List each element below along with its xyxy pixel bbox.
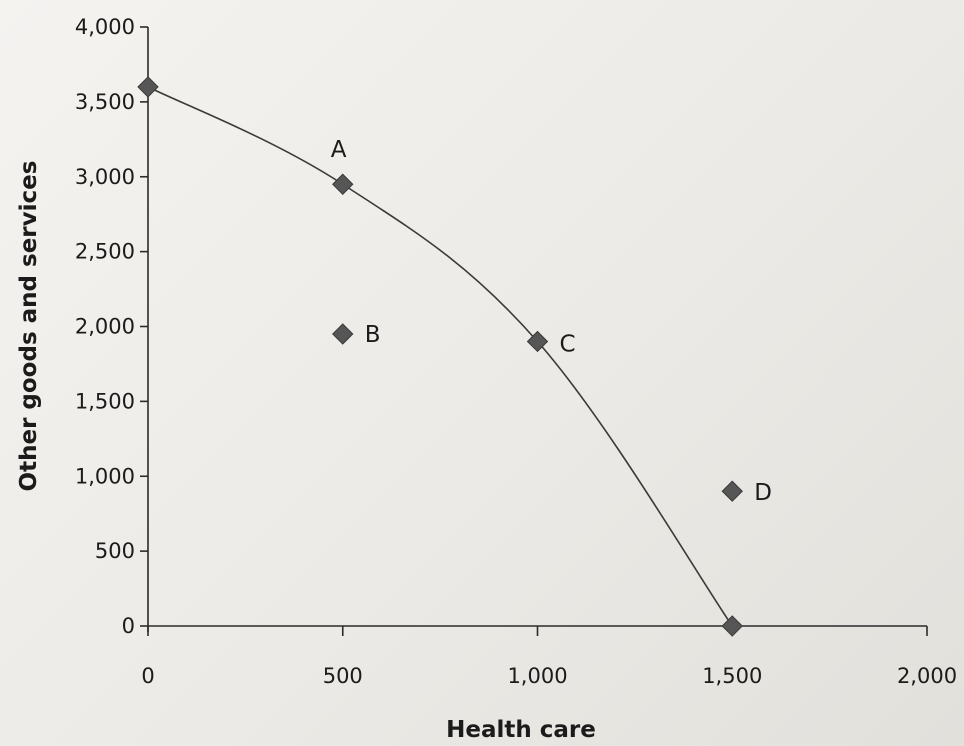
x-tick-label: 0: [141, 664, 154, 688]
data-points: A B C D: [137, 76, 772, 637]
y-tick-label: 1,500: [75, 389, 135, 413]
point-d-label: D: [754, 480, 772, 506]
point-b-marker: [332, 323, 354, 345]
y-tick-label: 2,000: [75, 315, 135, 339]
x-tick-label: 500: [323, 664, 363, 688]
y-tick-label: 4,000: [75, 15, 135, 39]
point-marker: [721, 615, 743, 637]
x-tick-label: 1,500: [702, 664, 762, 688]
x-tick-label: 1,000: [507, 664, 567, 688]
point-c-marker: [526, 330, 549, 353]
y-tick-label: 3,500: [75, 90, 135, 114]
y-tick-label: 3,000: [75, 165, 135, 189]
x-axis-title: Health care: [446, 717, 596, 743]
y-ticks: 0 500 1,000 1,500 2,000 2,500 3,000 3,500 4,000: [75, 15, 148, 638]
point-b-label: B: [365, 322, 381, 348]
point-a-label: A: [331, 137, 347, 163]
y-axis-title: Other goods and services: [16, 161, 42, 492]
point-d-marker: [721, 480, 743, 502]
x-ticks: 0 500 1,000 1,500 2,000: [141, 626, 957, 688]
y-tick-label: 500: [95, 539, 135, 563]
y-tick-label: 1,000: [75, 464, 135, 488]
y-tick-label: 2,500: [75, 240, 135, 264]
y-tick-label: 0: [122, 614, 135, 638]
point-c-label: C: [560, 331, 576, 357]
point-a-marker: [332, 173, 354, 195]
x-tick-label: 2,000: [897, 664, 957, 688]
point-marker: [137, 76, 159, 98]
axes: [147, 27, 927, 632]
ppf-curve: [147, 86, 733, 627]
